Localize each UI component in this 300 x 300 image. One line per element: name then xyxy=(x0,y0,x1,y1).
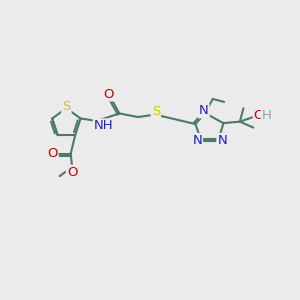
Text: O: O xyxy=(47,147,58,160)
Text: S: S xyxy=(152,104,160,118)
Text: O: O xyxy=(67,166,77,179)
Text: N: N xyxy=(192,134,202,147)
Text: N: N xyxy=(218,134,227,147)
Text: O: O xyxy=(254,109,264,122)
Text: S: S xyxy=(62,100,70,113)
Text: H: H xyxy=(262,109,272,122)
Text: O: O xyxy=(103,88,113,100)
Text: N: N xyxy=(199,104,208,117)
Text: NH: NH xyxy=(94,119,113,133)
